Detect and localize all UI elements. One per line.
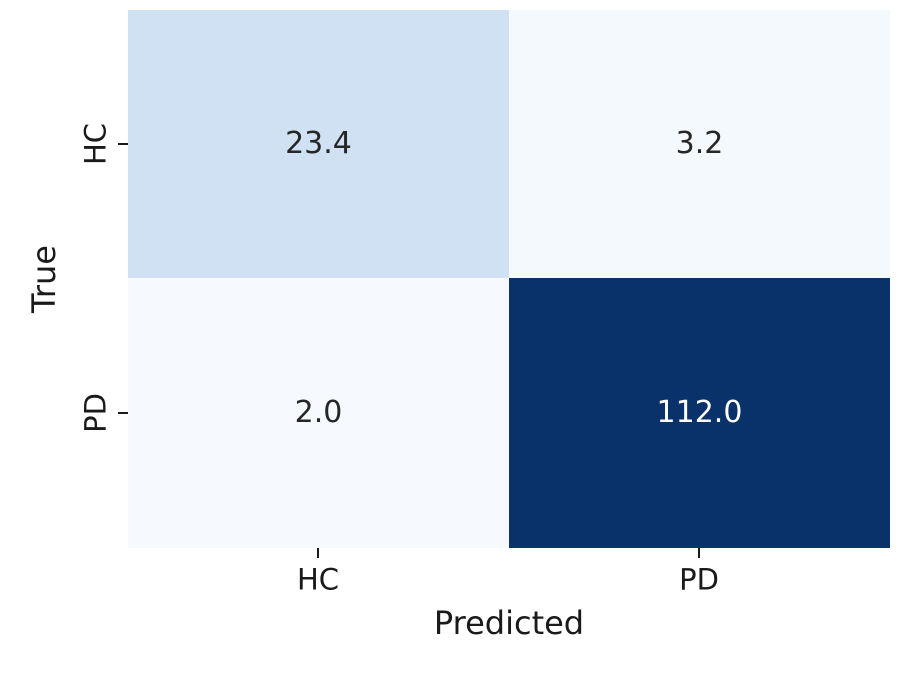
x-axis-tick-hc bbox=[317, 548, 319, 558]
y-axis-tick-hc bbox=[118, 143, 128, 145]
heatmap-cell-true-hc-pred-pd: 3.2 bbox=[509, 10, 890, 278]
y-tick-label-pd: PD bbox=[78, 393, 113, 433]
x-tick-label-hc: HC bbox=[296, 562, 340, 597]
y-axis-title: True bbox=[25, 245, 63, 313]
y-axis-tick-pd bbox=[118, 412, 128, 414]
y-tick-label-hc: HC bbox=[78, 122, 113, 166]
x-tick-label-pd: PD bbox=[679, 562, 719, 597]
x-axis-title: Predicted bbox=[433, 604, 585, 642]
x-axis-tick-pd bbox=[698, 548, 700, 558]
heatmap-cell-true-pd-pred-pd: 112.0 bbox=[509, 278, 890, 548]
heatmap-cell-true-pd-pred-hc: 2.0 bbox=[128, 278, 509, 548]
cell-value-label: 112.0 bbox=[656, 395, 743, 430]
heatmap-cell-true-hc-pred-hc: 23.4 bbox=[128, 10, 509, 278]
heatmap-grid: 23.4 3.2 2.0 112.0 bbox=[128, 10, 890, 548]
cell-value-label: 2.0 bbox=[294, 395, 343, 430]
cell-value-label: 23.4 bbox=[285, 126, 352, 161]
cell-value-label: 3.2 bbox=[675, 126, 724, 161]
